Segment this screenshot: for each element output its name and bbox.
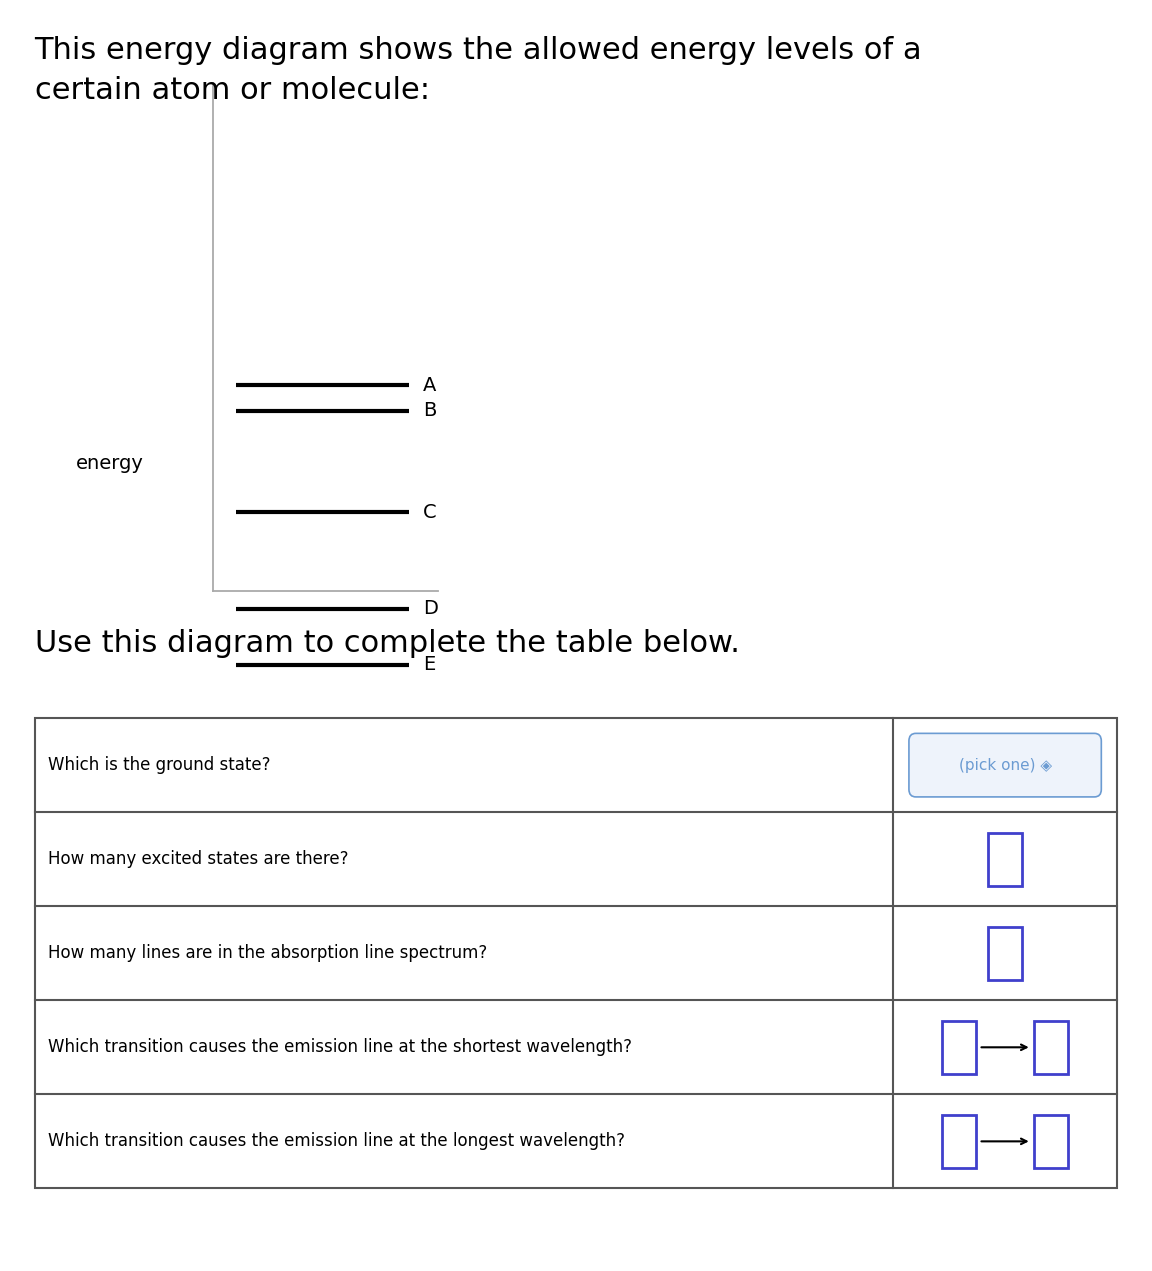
Text: How many lines are in the absorption line spectrum?: How many lines are in the absorption lin… xyxy=(48,944,487,962)
Text: E: E xyxy=(423,656,435,674)
Text: B: B xyxy=(423,402,437,419)
Text: How many excited states are there?: How many excited states are there? xyxy=(48,850,349,868)
Text: D: D xyxy=(423,600,438,618)
Text: Use this diagram to complete the table below.: Use this diagram to complete the table b… xyxy=(35,629,740,658)
Bar xyxy=(987,833,1023,886)
Text: C: C xyxy=(423,503,437,521)
Text: Which transition causes the emission line at the shortest wavelength?: Which transition causes the emission lin… xyxy=(48,1038,632,1056)
Bar xyxy=(1034,1115,1069,1168)
Text: Which is the ground state?: Which is the ground state? xyxy=(48,756,271,774)
Text: This energy diagram shows the allowed energy levels of a: This energy diagram shows the allowed en… xyxy=(35,36,923,65)
Bar xyxy=(1034,1021,1069,1074)
FancyBboxPatch shape xyxy=(909,733,1101,797)
Text: (pick one) ◈: (pick one) ◈ xyxy=(958,758,1052,773)
Bar xyxy=(35,718,1117,1188)
Text: Which transition causes the emission line at the longest wavelength?: Which transition causes the emission lin… xyxy=(48,1132,626,1150)
Text: A: A xyxy=(423,376,437,394)
Text: energy: energy xyxy=(76,455,143,473)
Text: certain atom or molecule:: certain atom or molecule: xyxy=(35,76,430,105)
Bar xyxy=(987,927,1023,980)
Bar xyxy=(941,1115,977,1168)
Bar xyxy=(941,1021,977,1074)
